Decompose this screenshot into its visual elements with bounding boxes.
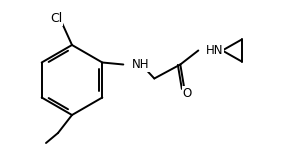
Text: O: O bbox=[183, 87, 192, 100]
Text: HN: HN bbox=[206, 44, 224, 57]
Text: NH: NH bbox=[132, 58, 150, 71]
Text: Cl: Cl bbox=[50, 13, 62, 26]
